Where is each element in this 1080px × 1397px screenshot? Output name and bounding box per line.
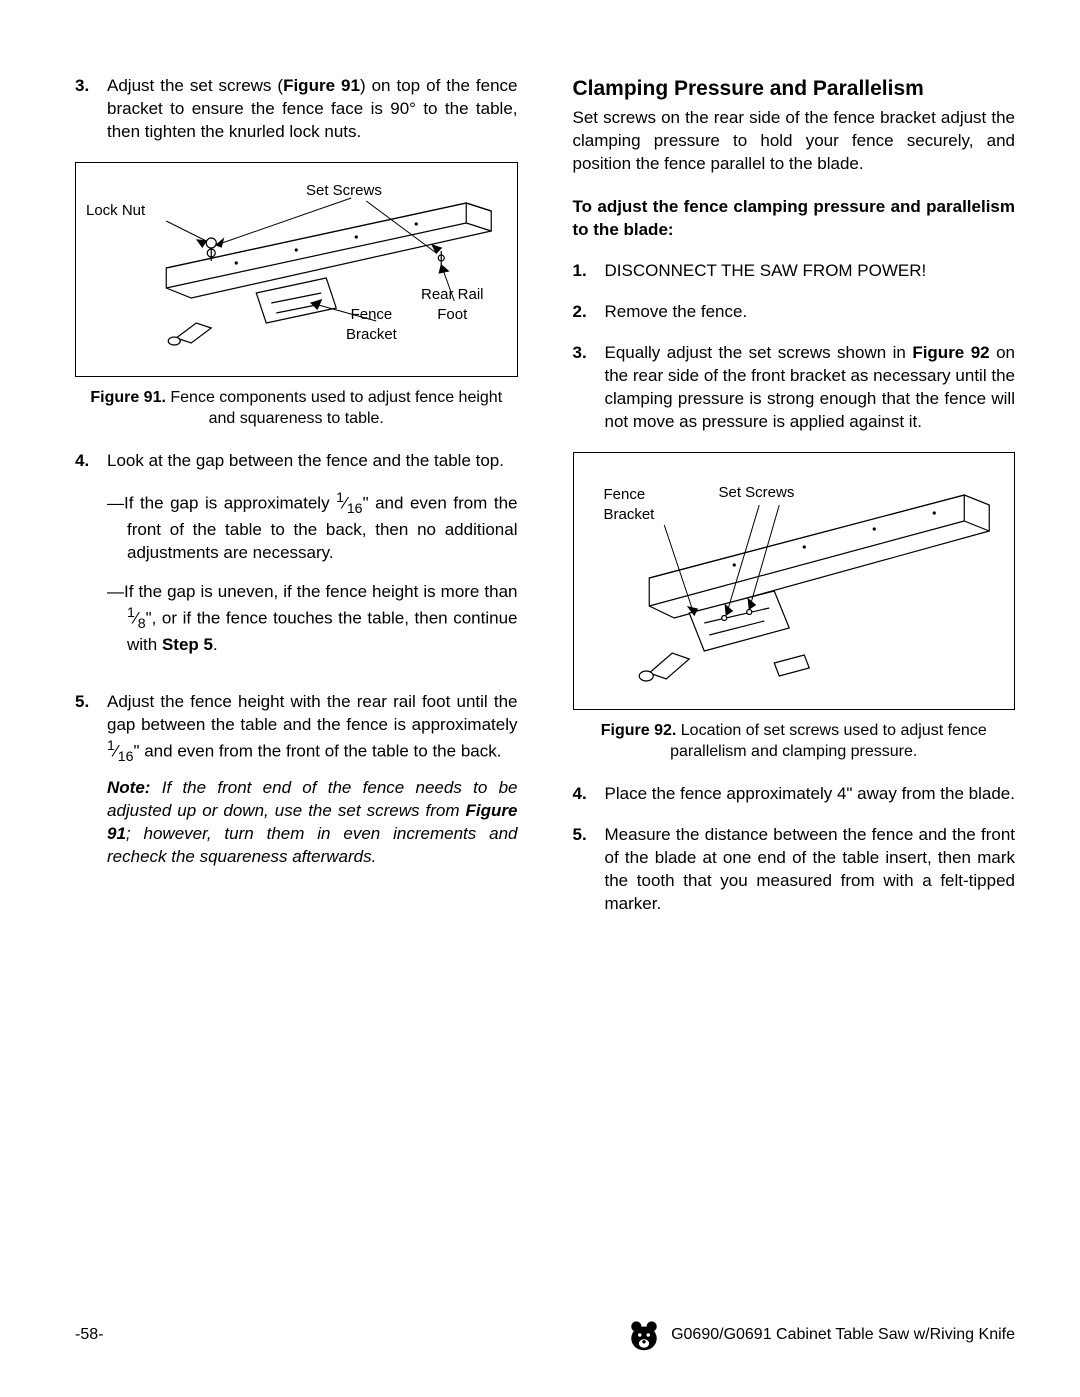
step-text: Remove the fence.	[605, 301, 1016, 324]
step-number: 4.	[573, 783, 605, 806]
label-rear-rail-foot: Rear Rail Foot	[421, 285, 484, 326]
step-number: 5.	[75, 691, 107, 869]
step-2: 2. Remove the fence.	[573, 301, 1016, 324]
figure-91-diagram	[84, 173, 509, 368]
note: Note: If the front end of the fence need…	[107, 777, 518, 869]
substep-b: —If the gap is uneven, if the fence heig…	[127, 581, 518, 657]
step-text: Adjust the fence height with the rear ra…	[107, 691, 518, 767]
step-number: 5.	[573, 824, 605, 916]
section-title: Clamping Pressure and Parallelism	[573, 75, 1016, 103]
step-text: Measure the distance between the fence a…	[605, 824, 1016, 916]
label-set-screws: Set Screws	[306, 181, 382, 201]
subheading: To adjust the fence clamping pressure an…	[573, 196, 1016, 242]
step-4: 4. Look at the gap between the fence and…	[75, 450, 518, 673]
step-text: Equally adjust the set screws shown in F…	[605, 342, 1016, 434]
step-number: 4.	[75, 450, 107, 673]
step-number: 1.	[573, 260, 605, 283]
step-5: 5. Adjust the fence height with the rear…	[75, 691, 518, 869]
step-text: Place the fence approximately 4" away fr…	[605, 783, 1016, 806]
step-text: DISCONNECT THE SAW FROM POWER!	[605, 260, 1016, 283]
step-4: 4. Place the fence approximately 4" away…	[573, 783, 1016, 806]
page-footer: -58- G0690/G0691 Cabinet Table Saw w/Riv…	[75, 1318, 1015, 1352]
step-text: Look at the gap between the fence and th…	[107, 450, 518, 473]
label-set-screws: Set Screws	[719, 483, 795, 503]
figure-91-caption: Figure 91. Fence components used to adju…	[75, 387, 518, 430]
label-lock-nut: Lock Nut	[86, 201, 145, 221]
footer-title: G0690/G0691 Cabinet Table Saw w/Riving K…	[671, 1324, 1015, 1346]
label-fence-bracket: Fence Bracket	[604, 485, 655, 526]
step-number: 3.	[573, 342, 605, 434]
bear-logo-icon	[627, 1318, 661, 1352]
label-fence-bracket: Fence Bracket	[346, 305, 397, 346]
substep-a: —If the gap is approximately 1⁄16" and e…	[127, 489, 518, 565]
step-3: 3. Adjust the set screws (Figure 91) on …	[75, 75, 518, 144]
figure-91: Set Screws Lock Nut Fence Bracket Rear R…	[75, 162, 518, 377]
step-number: 2.	[573, 301, 605, 324]
step-number: 3.	[75, 75, 107, 144]
intro-text: Set screws on the rear side of the fence…	[573, 107, 1016, 176]
step-1: 1. DISCONNECT THE SAW FROM POWER!	[573, 260, 1016, 283]
figure-92: Fence Bracket Set Screws	[573, 452, 1016, 710]
step-text: Adjust the set screws (Figure 91) on top…	[107, 75, 518, 144]
step-3: 3. Equally adjust the set screws shown i…	[573, 342, 1016, 434]
figure-92-caption: Figure 92. Location of set screws used t…	[573, 720, 1016, 763]
page-number: -58-	[75, 1324, 103, 1346]
step-5: 5. Measure the distance between the fenc…	[573, 824, 1016, 916]
